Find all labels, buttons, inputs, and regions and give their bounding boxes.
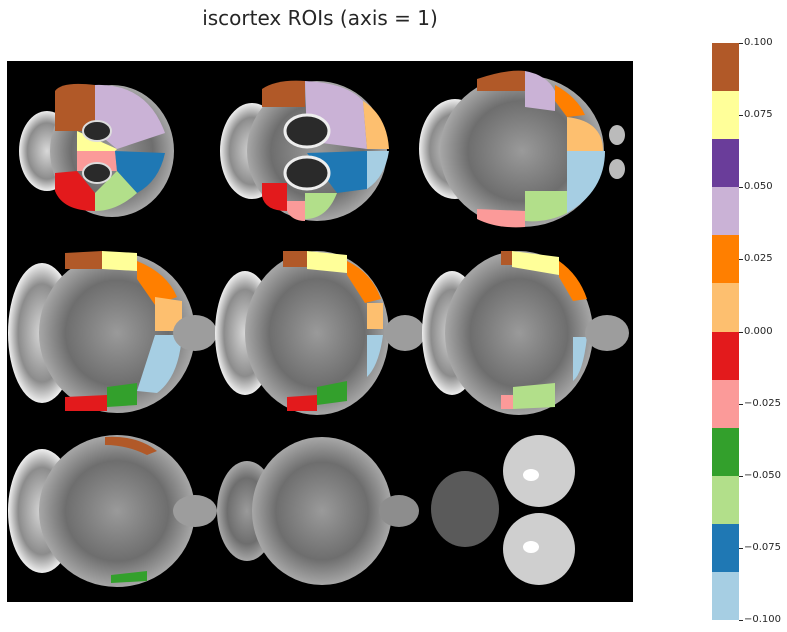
colorbar-tick-label: 0.000 bbox=[744, 326, 773, 337]
colorbar-tick-mark bbox=[739, 620, 743, 621]
colorbar-segment bbox=[712, 331, 739, 381]
colorbar-tick-label: −0.050 bbox=[744, 470, 782, 481]
colorbar-tick-mark bbox=[739, 259, 743, 260]
colorbar-segment bbox=[712, 43, 739, 92]
colorbar-tick-mark bbox=[739, 187, 743, 188]
colorbar-segment bbox=[712, 139, 739, 188]
colorbar-segment bbox=[712, 187, 739, 236]
colorbar-tick-mark bbox=[739, 548, 743, 549]
brain-slices-image bbox=[7, 61, 633, 602]
slice-r1-c2 bbox=[220, 80, 389, 221]
colorbar-segment bbox=[712, 91, 739, 140]
colorbar-segment bbox=[712, 379, 739, 429]
colorbar-tick-mark bbox=[739, 332, 743, 333]
slice-r2-c2 bbox=[215, 251, 425, 415]
colorbar bbox=[712, 43, 739, 621]
colorbar-segment bbox=[712, 475, 739, 525]
colorbar-tick-label: −0.100 bbox=[744, 614, 782, 625]
slice-r1-c1 bbox=[19, 83, 174, 217]
colorbar-segment bbox=[712, 283, 739, 332]
colorbar-tick-mark bbox=[739, 476, 743, 477]
colorbar-tick-mark bbox=[739, 115, 743, 116]
colorbar-segment bbox=[712, 571, 739, 621]
colorbar-tick-label: 0.075 bbox=[744, 109, 773, 120]
colorbar-tick-label: 0.050 bbox=[744, 181, 773, 192]
colorbar-segment bbox=[712, 523, 739, 573]
colorbar-tick-mark bbox=[739, 43, 743, 44]
colorbar-tick-label: 0.025 bbox=[744, 253, 773, 264]
slice-r3-c1 bbox=[8, 435, 217, 587]
colorbar-segment bbox=[712, 427, 739, 477]
slice-r3-c3 bbox=[431, 435, 575, 585]
slice-r1-c3 bbox=[419, 70, 625, 228]
colorbar-tick-label: 0.100 bbox=[744, 37, 773, 48]
colorbar-segment bbox=[712, 235, 739, 284]
colorbar-tick-label: −0.025 bbox=[744, 398, 782, 409]
brain-slices-svg bbox=[8, 70, 629, 587]
colorbar-tick-mark bbox=[739, 404, 743, 405]
slice-r2-c1 bbox=[8, 251, 217, 413]
figure-title: iscortex ROIs (axis = 1) bbox=[202, 6, 438, 30]
slice-r3-c2 bbox=[217, 437, 419, 585]
slice-r2-c3 bbox=[422, 251, 629, 415]
colorbar-tick-label: −0.075 bbox=[744, 542, 782, 553]
